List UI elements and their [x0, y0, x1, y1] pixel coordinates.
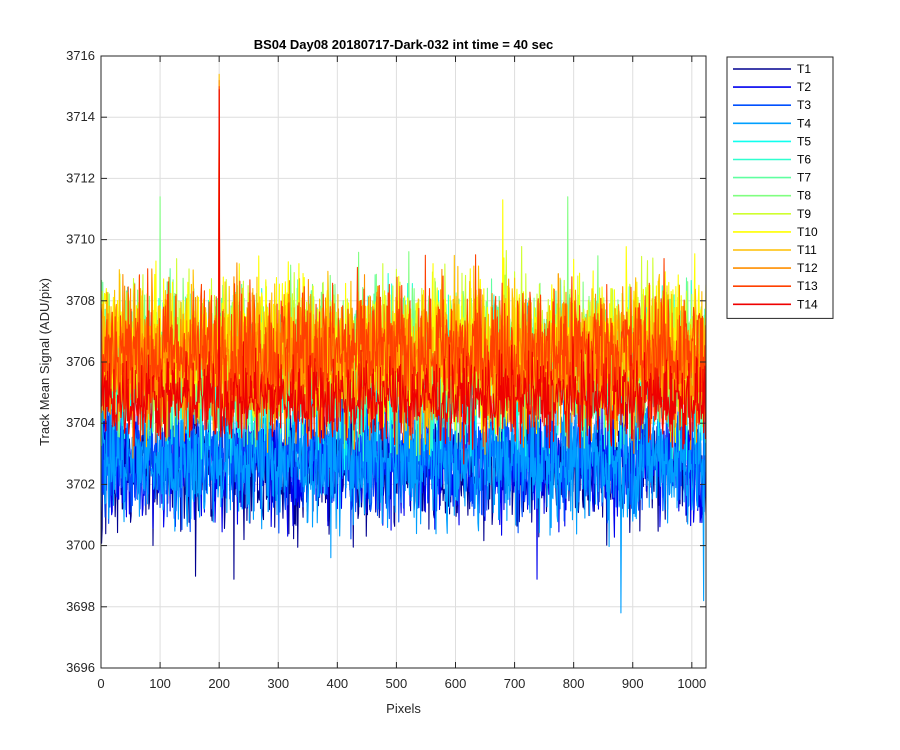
x-tick-label: 1000 [677, 676, 706, 691]
x-tick-label: 400 [326, 676, 348, 691]
legend-label-t14[interactable]: T14 [797, 297, 818, 311]
x-tick-label: 500 [386, 676, 408, 691]
y-tick-label: 3706 [66, 354, 95, 369]
legend-label-t7[interactable]: T7 [797, 171, 811, 185]
x-axis-label: Pixels [386, 701, 421, 716]
y-tick-label: 3712 [66, 170, 95, 185]
y-tick-label: 3704 [66, 415, 95, 430]
legend-label-t13[interactable]: T13 [797, 279, 818, 293]
legend-label-t3[interactable]: T3 [797, 98, 811, 112]
y-tick-label: 3698 [66, 599, 95, 614]
legend-label-t6[interactable]: T6 [797, 153, 811, 167]
legend-label-t4[interactable]: T4 [797, 116, 811, 130]
legend-label-t10[interactable]: T10 [797, 225, 818, 239]
legend-label-t8[interactable]: T8 [797, 189, 811, 203]
legend-label-t9[interactable]: T9 [797, 207, 811, 221]
x-tick-label: 700 [504, 676, 526, 691]
legend-label-t11[interactable]: T11 [797, 243, 817, 257]
x-tick-label: 300 [267, 676, 289, 691]
x-tick-label: 800 [563, 676, 585, 691]
y-tick-label: 3716 [66, 48, 95, 63]
x-tick-label: 200 [208, 676, 230, 691]
legend-label-t12[interactable]: T12 [797, 261, 818, 275]
x-tick-label: 600 [445, 676, 467, 691]
legend-label-t1[interactable]: T1 [797, 62, 811, 76]
legend[interactable]: T1 T2 T3 T4 T5 T6 T7 T8 T9 T10 T11 T12 T13 T14 [726, 56, 834, 319]
y-axis-label: Track Mean Signal (ADU/pix) [37, 278, 52, 446]
series-layer [101, 73, 706, 614]
chart-title: BS04 Day08 20180717-Dark-032 int time = … [254, 37, 554, 52]
x-tick-label: 100 [149, 676, 171, 691]
y-tick-label: 3700 [66, 538, 95, 553]
series-line-t14 [101, 89, 706, 465]
y-tick-label: 3702 [66, 476, 95, 491]
y-tick-label: 3696 [66, 660, 95, 675]
x-tick-label: 0 [97, 676, 104, 691]
legend-label-t2[interactable]: T2 [797, 80, 811, 94]
ticks: 0 100 200 300 400 500 600 700 800 900 1000 3696 3698… [66, 48, 706, 691]
y-tick-label: 3708 [66, 293, 95, 308]
legend-label-t5[interactable]: T5 [797, 134, 811, 148]
x-tick-label: 900 [622, 676, 644, 691]
legend-box [726, 56, 834, 319]
y-tick-label: 3714 [66, 109, 95, 124]
y-tick-label: 3710 [66, 232, 95, 247]
series-line-t13 [101, 86, 706, 448]
